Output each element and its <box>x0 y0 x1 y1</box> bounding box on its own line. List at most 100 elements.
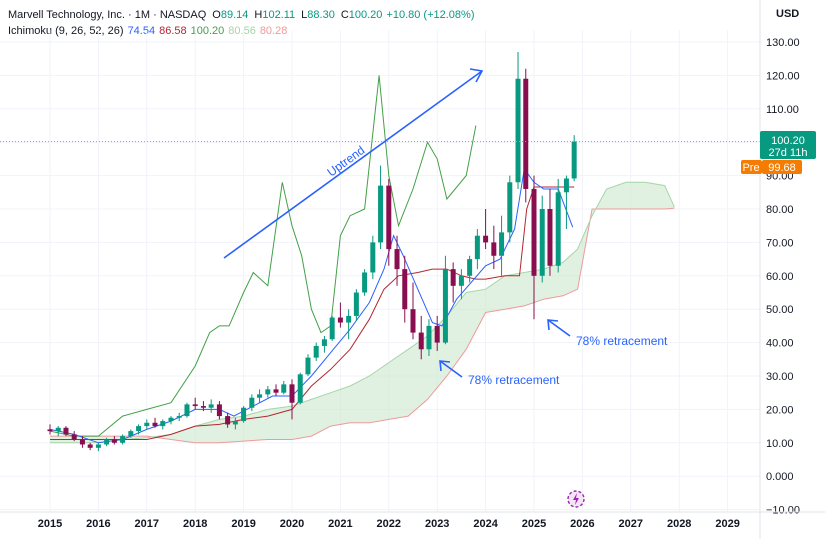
candle-body <box>515 78 521 183</box>
candle-body <box>353 292 359 316</box>
candle-body <box>386 185 392 250</box>
retracement-1-arrow-line <box>439 360 463 378</box>
candle-body <box>47 429 53 432</box>
y-tick-label: 10.00 <box>766 438 794 450</box>
candle-body <box>63 427 69 435</box>
candle-body <box>474 235 480 260</box>
last-price-badge-bg <box>760 131 816 159</box>
price-change: +10.80 (+12.08%) <box>386 9 475 21</box>
currency-label[interactable]: USD <box>776 8 800 20</box>
candle-body <box>467 259 473 276</box>
candle-body <box>184 404 190 417</box>
candle-body <box>523 78 529 189</box>
pre-market-badge: Pre 99.68 <box>741 160 802 174</box>
candle-body <box>111 439 117 443</box>
candle-body <box>297 374 303 403</box>
candle-body <box>370 242 376 273</box>
indicator-kijun-value: 86.58 <box>159 25 187 37</box>
candle-body <box>571 141 577 179</box>
x-tick-label: 2024 <box>473 518 498 530</box>
y-tick-label: 30.00 <box>766 371 794 383</box>
ohlc-close: C100.20 <box>340 9 383 21</box>
candle-body <box>289 384 295 403</box>
y-tick-label: 120.00 <box>766 70 800 82</box>
y-tick-label: 40.00 <box>766 338 794 350</box>
ichimoku-cloud <box>50 182 675 443</box>
candle-body <box>337 317 343 323</box>
x-tick-label: 2023 <box>425 518 449 530</box>
event-flag-icon[interactable] <box>567 490 585 508</box>
candle-body <box>555 192 561 266</box>
ichimoku-tenkan-line <box>49 167 574 444</box>
pre-price-value: 99.68 <box>768 162 796 174</box>
price-axis[interactable]: 130.00120.00110.00100.0090.0080.0070.006… <box>759 0 800 539</box>
y-tick-label: 130.00 <box>766 37 800 49</box>
candle-body <box>418 332 424 350</box>
x-tick-label: 2015 <box>38 518 62 530</box>
last-price-badge: 100.20 27d 11h <box>760 131 816 159</box>
ohlc-open: O89.14 <box>212 9 249 21</box>
candle-body <box>499 232 505 256</box>
candle-body <box>281 384 287 393</box>
candle-body <box>87 444 93 448</box>
retracement-2-arrow-head <box>547 319 559 331</box>
candle-body <box>55 427 61 432</box>
candle-body <box>394 249 400 270</box>
candle-body <box>200 406 206 408</box>
retracement-2-label: 78% retracement <box>576 334 668 348</box>
candle-body <box>265 389 271 395</box>
retracement-2-arrow-line <box>547 319 571 337</box>
y-tick-label: 20.00 <box>766 404 794 416</box>
candle-body <box>273 389 279 393</box>
y-tick-label: 0.000 <box>766 471 794 483</box>
indicator-row: Ichimoku (9, 26, 52, 26) 74.54 86.58 100… <box>8 23 475 39</box>
candle-body <box>232 421 238 425</box>
x-tick-label: 2026 <box>570 518 594 530</box>
candle-body <box>120 436 126 443</box>
candle-body <box>483 235 489 243</box>
candle-body <box>176 416 182 418</box>
candle-body <box>128 431 134 437</box>
candle-body <box>426 325 432 350</box>
time-axis[interactable]: 2015 2016 2017 2018 2019 2020 2021 2022 2023 2024… <box>0 511 825 530</box>
x-tick-label: 2028 <box>667 518 691 530</box>
ichimoku-kijun-line <box>50 186 575 440</box>
candle-body <box>531 188 537 276</box>
pre-label-bg <box>741 160 762 174</box>
uptrend-arrow-line <box>223 70 483 259</box>
candle-body <box>216 404 222 417</box>
last-price-value: 100.20 <box>771 135 805 147</box>
candles-group <box>47 52 577 452</box>
candle-body <box>192 404 198 407</box>
y-tick-label: 80.00 <box>766 204 794 216</box>
y-tick-label: 50.00 <box>766 304 794 316</box>
candle-body <box>442 269 448 343</box>
y-tick-label: 60.00 <box>766 271 794 283</box>
candle-body <box>225 416 231 425</box>
indicator-name[interactable]: Ichimoku (9, 26, 52, 26) <box>8 25 124 37</box>
candle-body <box>136 426 142 432</box>
candle-body <box>402 269 408 310</box>
chart-legend: Marvell Technology, Inc. · 1M · NASDAQ O… <box>8 7 475 39</box>
candle-body <box>450 269 456 286</box>
x-tick-label: 2027 <box>619 518 643 530</box>
uptrend-arrow-head <box>469 68 484 83</box>
x-tick-label: 2025 <box>522 518 546 530</box>
symbol-title[interactable]: Marvell Technology, Inc. · 1M · NASDAQ <box>8 9 207 21</box>
ohlc-high: H102.11 <box>254 9 296 21</box>
candle-body <box>313 345 319 358</box>
ichimoku-lagging-line <box>49 75 477 437</box>
last-price-countdown: 27d 11h <box>769 147 808 159</box>
x-tick-label: 2019 <box>231 518 255 530</box>
candle-body <box>144 422 150 427</box>
y-tick-label: −10.00 <box>766 505 800 517</box>
x-tick-label: 2018 <box>183 518 207 530</box>
x-tick-label: 2022 <box>377 518 401 530</box>
candle-body <box>79 439 85 445</box>
candle-body <box>362 272 368 293</box>
candle-body <box>329 317 335 340</box>
candle-body <box>241 407 247 422</box>
candle-body <box>257 394 263 398</box>
candle-body <box>321 339 327 346</box>
